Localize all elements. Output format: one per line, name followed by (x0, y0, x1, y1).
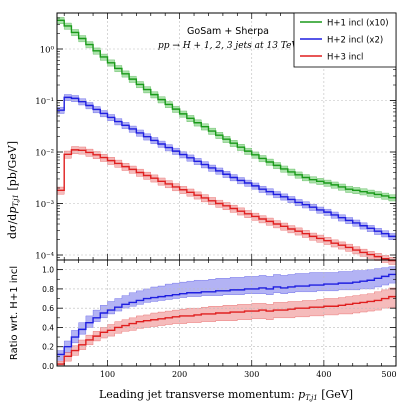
series-line (57, 96, 396, 238)
annotation-process: pp → H + 1, 2, 3 jets at 13 TeV (158, 41, 299, 51)
legend: H+1 incl (x10) H+2 incl (x2) H+3 incl (293, 12, 397, 68)
x-tick-label: 100 (100, 370, 115, 379)
ratio-y-tick-label: 1.0 (42, 266, 54, 275)
series-line (57, 149, 396, 262)
ratio-y-tick-label: 0.6 (42, 304, 54, 313)
legend-entries: H+1 incl (x10) H+2 incl (x2) H+3 incl (300, 19, 389, 63)
ratio-uncertainty-band (56, 266, 397, 361)
ratio-series-line (57, 273, 396, 356)
ratio-uncertainty-bands (56, 266, 397, 367)
x-tick-label: 400 (316, 370, 331, 379)
x-tick-label: 200 (172, 370, 187, 379)
annotation-generator: GoSam + Sherpa (187, 26, 269, 37)
y-tick-label: 10⁻³ (35, 200, 54, 210)
series-line (57, 19, 396, 199)
ratio-axis-ticks: 0.0 0.2 0.4 0.6 0.8 1.0 100 200 300 400 500 (42, 259, 397, 379)
ratio-series-line (57, 295, 396, 365)
legend-label: H+2 incl (x2) (327, 36, 383, 46)
legend-label: H+1 incl (x10) (327, 19, 389, 29)
main-y-axis-label: dσ/dpT,j1 [pb/GeV] (6, 141, 20, 239)
ratio-y-tick-label: 0.0 (42, 362, 54, 371)
ratio-y-tick-label: 0.2 (42, 343, 54, 352)
ratio-uncertainty-band (56, 287, 397, 367)
x-axis-label: Leading jet transverse momentum: pT,j1 [… (99, 388, 353, 402)
ratio-series-lines (57, 273, 396, 365)
ratio-panel-frame (56, 259, 397, 367)
ratio-y-axis-label: Ratio wrt. H+1 incl (9, 266, 20, 360)
y-tick-label: 10⁻² (35, 149, 54, 159)
y-tick-label: 10⁰ (40, 45, 55, 55)
legend-label: H+3 incl (327, 53, 363, 63)
ratio-y-tick-label: 0.4 (42, 323, 54, 332)
ratio-y-tick-label: 0.8 (42, 285, 54, 294)
main-series-lines (57, 19, 396, 262)
y-tick-label: 10⁻⁴ (35, 252, 54, 262)
x-tick-label: 300 (244, 370, 259, 379)
y-tick-label: 10⁻¹ (35, 97, 54, 107)
x-tick-label: 500 (381, 370, 396, 379)
